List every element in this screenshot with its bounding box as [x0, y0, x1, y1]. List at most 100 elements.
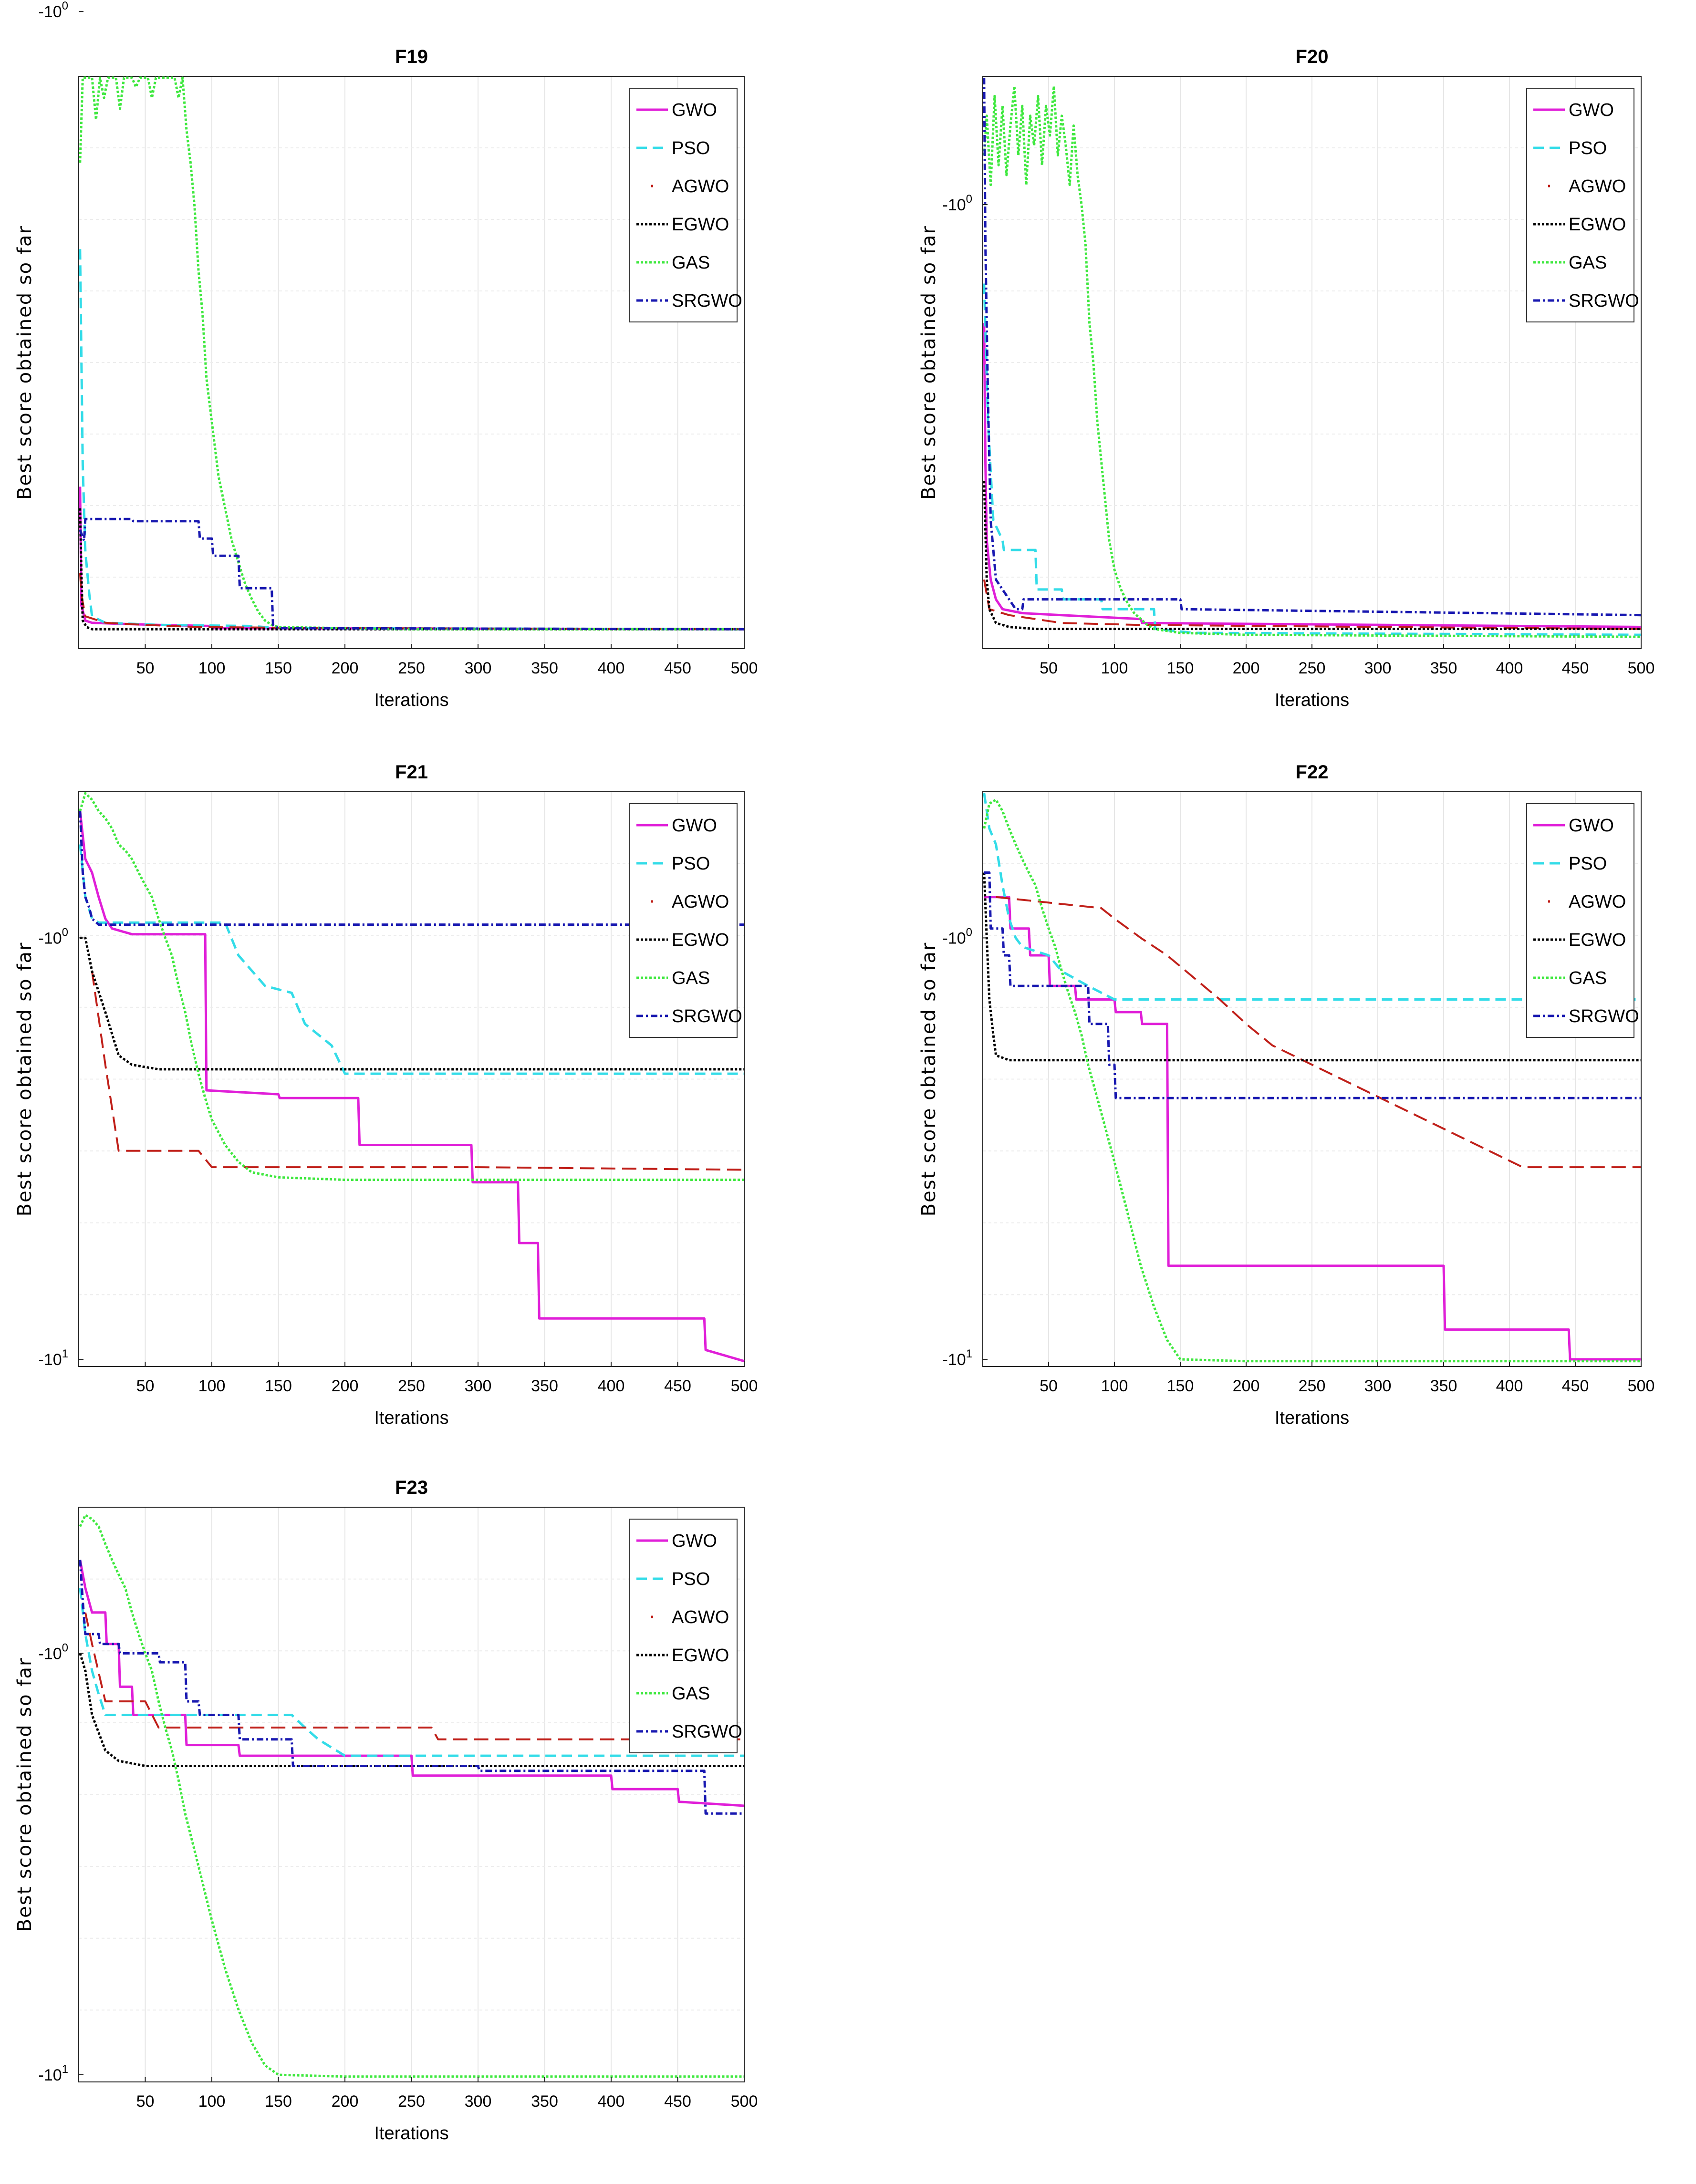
legend-label-egwo: EGWO: [672, 1646, 729, 1666]
legend-label-pso: PSO: [672, 138, 710, 158]
legend: GWO PSO AGWO EGWO GAS SRGWO: [629, 88, 742, 322]
legend-label-gas: GAS: [672, 253, 710, 273]
x-tick-label: 400: [1496, 659, 1523, 677]
series-gwo-line: [79, 1559, 745, 1807]
y-tick-label: -101: [39, 2063, 69, 2084]
legend: GWO PSO AGWO EGWO GAS SRGWO: [629, 803, 742, 1038]
x-tick-label: 500: [1628, 1377, 1655, 1395]
x-tick-label: 100: [1101, 1377, 1128, 1395]
legend-label-gwo: GWO: [1569, 816, 1614, 836]
series-group: [79, 792, 745, 1363]
series-gas-line: [79, 76, 744, 631]
x-tick-label: 150: [1167, 659, 1194, 677]
legend-label-egwo: EGWO: [1569, 930, 1626, 950]
chart-f22: 50 100 150 200 250 300 350 400 450 500 -100 -101 F22…: [918, 762, 1654, 1428]
legend-label-pso: PSO: [672, 854, 710, 874]
x-axis-label: Iterations: [1275, 690, 1349, 710]
x-tick-label: 400: [598, 659, 625, 677]
series-gwo-line: [79, 486, 745, 631]
x-tick-label: 300: [465, 659, 492, 677]
y-axis-label: Best score obtained so far: [918, 942, 940, 1217]
y-axis-label: Best score obtained so far: [918, 225, 940, 500]
x-tick-label: 200: [1233, 659, 1260, 677]
x-tick-label: 150: [1167, 1377, 1194, 1395]
series-srgwo-line: [983, 77, 1642, 617]
x-tick-label: 50: [136, 2092, 155, 2111]
x-tick-label: 150: [265, 659, 292, 677]
series-gas-line: [79, 792, 744, 1181]
legend: GWO PSO AGWO EGWO GAS SRGWO: [1526, 88, 1639, 322]
chart-f20: 50 100 150 200 250 300 350 400 450 500 -100 F20 Iter…: [918, 46, 1654, 710]
series-egwo-line: [80, 936, 744, 1071]
x-tick-label: 100: [198, 659, 226, 677]
x-tick-label: 350: [1430, 1377, 1457, 1395]
x-tick-label: 300: [1364, 1377, 1392, 1395]
legend-box: [629, 803, 738, 1038]
y-tick-label: -100: [943, 193, 973, 214]
y-tick-label: -100: [39, 0, 69, 21]
series-srgwo-line: [79, 811, 744, 926]
x-axis-label: Iterations: [374, 1408, 448, 1428]
x-tick-label: 50: [1040, 659, 1058, 677]
y-tick-label: -101: [39, 1347, 69, 1369]
legend-label-pso: PSO: [672, 1569, 710, 1589]
x-tick-label: 500: [1628, 659, 1655, 677]
x-axis-label: Iterations: [1275, 1408, 1349, 1428]
series-egwo-line: [983, 481, 1641, 631]
legend-label-egwo: EGWO: [672, 930, 729, 950]
legend-label-agwo: AGWO: [1569, 176, 1626, 197]
x-tick-label: 350: [531, 2092, 558, 2111]
y-tick-label: -100: [39, 1641, 69, 1663]
series-gas-line: [983, 85, 1642, 638]
series-pso-line: [983, 283, 1642, 636]
x-tick-label: 100: [198, 1377, 226, 1395]
x-tick-label: 50: [136, 1377, 155, 1395]
chart-title: F20: [1296, 46, 1329, 67]
chart-f19: 50 100 150 200 250 300 350 400 450 500 -100 F19 Iter…: [14, 0, 758, 710]
series-group: [79, 76, 745, 631]
x-tick-label: 100: [198, 2092, 226, 2111]
x-tick-label: 200: [1233, 1377, 1260, 1395]
legend-label-gas: GAS: [672, 968, 710, 988]
x-axis-label: Iterations: [374, 690, 448, 710]
chart-title: F21: [395, 762, 428, 783]
series-gas-line: [79, 1514, 744, 2078]
legend-box: [1526, 803, 1634, 1038]
series-group: [983, 77, 1642, 638]
legend-label-srgwo: SRGWO: [672, 1722, 742, 1742]
series-srgwo-line: [79, 518, 745, 631]
series-agwo-line: [996, 896, 1641, 1169]
x-tick-label: 50: [136, 659, 155, 677]
legend-box: [1526, 88, 1634, 322]
chart-f21: 50 100 150 200 250 300 350 400 450 500 -100 -101 F21…: [14, 762, 758, 1428]
y-tick-label: -100: [39, 926, 69, 947]
grid: [79, 1507, 745, 2082]
x-tick-label: 500: [731, 1377, 758, 1395]
series-gas-line: [983, 798, 1641, 1363]
legend: GWO PSO AGWO EGWO GAS SRGWO: [629, 1519, 742, 1753]
legend-label-gwo: GWO: [1569, 100, 1614, 120]
x-tick-label: 300: [465, 1377, 492, 1395]
x-tick-label: 400: [598, 1377, 625, 1395]
legend-label-agwo: AGWO: [672, 892, 729, 912]
chart-title: F22: [1296, 762, 1329, 783]
legend-label-agwo: AGWO: [1569, 892, 1626, 912]
x-tick-label: 350: [531, 659, 558, 677]
x-tick-label: 150: [265, 1377, 292, 1395]
legend-label-pso: PSO: [1569, 854, 1607, 874]
series-egwo-line: [79, 508, 744, 631]
legend-box: [629, 1519, 738, 1753]
legend-box: [629, 88, 738, 322]
chart-title: F19: [395, 46, 428, 67]
series-agwo-line: [84, 1612, 744, 1740]
legend-label-srgwo: SRGWO: [1569, 1006, 1639, 1026]
x-tick-label: 50: [1040, 1377, 1058, 1395]
legend-label-srgwo: SRGWO: [672, 291, 742, 311]
y-axis-label: Best score obtained so far: [14, 225, 36, 500]
chart-title: F23: [395, 1477, 428, 1498]
y-axis-label: Best score obtained so far: [14, 1657, 36, 1932]
x-tick-label: 250: [398, 659, 425, 677]
x-tick-label: 400: [1496, 1377, 1523, 1395]
chart-f23: 50 100 150 200 250 300 350 400 450 500 -100 -101 F23…: [14, 1477, 758, 2143]
